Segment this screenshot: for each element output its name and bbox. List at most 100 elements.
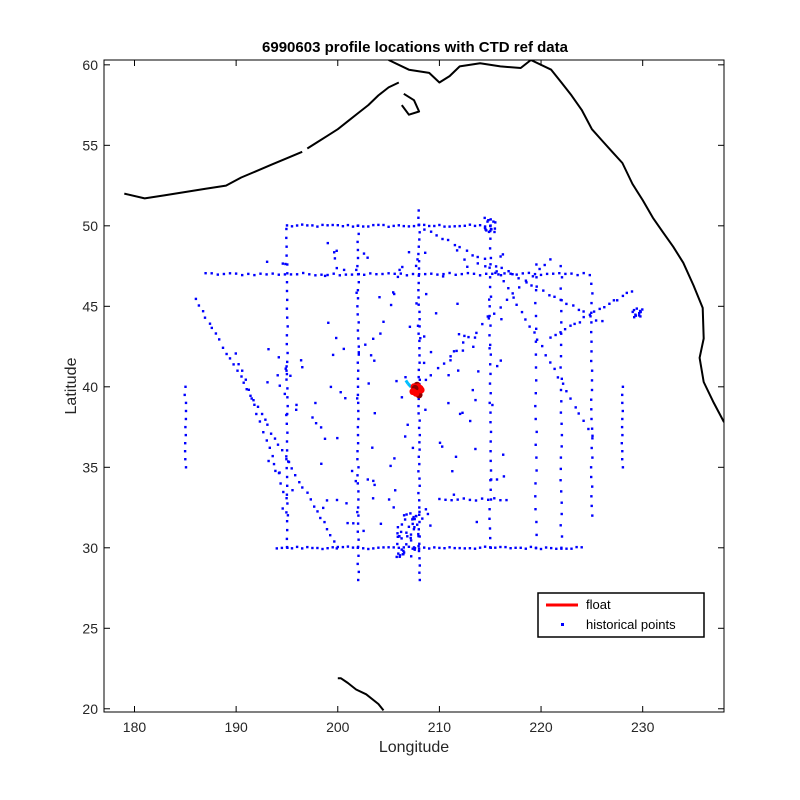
- historical-point: [569, 324, 572, 327]
- historical-point: [356, 248, 360, 252]
- historical-point: [475, 331, 478, 335]
- coastline-north_america: [388, 60, 724, 423]
- historical-point: [603, 306, 606, 309]
- historical-point: [184, 433, 187, 437]
- historical-point: [465, 249, 469, 252]
- historical-point: [417, 404, 420, 408]
- historical-point: [621, 393, 624, 397]
- historical-point: [393, 292, 396, 296]
- historical-point: [346, 545, 350, 548]
- x-axis: 180 190 200 210 220 230: [123, 60, 655, 735]
- historical-point: [483, 225, 487, 228]
- historical-point: [590, 504, 593, 508]
- historical-point: [338, 274, 341, 277]
- historical-point: [356, 450, 359, 453]
- x-tick-label: 190: [224, 719, 248, 735]
- historical-point: [535, 327, 538, 330]
- historical-point: [612, 299, 616, 302]
- historical-point: [372, 479, 375, 483]
- historical-point: [436, 273, 439, 276]
- historical-point: [559, 355, 563, 358]
- historical-point: [559, 343, 563, 347]
- historical-point: [534, 289, 538, 292]
- historical-point: [271, 454, 274, 458]
- historical-point: [444, 498, 447, 501]
- historical-point: [281, 262, 284, 265]
- historical-point: [414, 264, 418, 268]
- historical-point: [262, 431, 265, 434]
- historical-point: [485, 229, 488, 232]
- historical-point: [488, 247, 492, 250]
- historical-point: [478, 546, 482, 549]
- y-tick-label: 20: [82, 701, 98, 717]
- historical-point: [621, 294, 625, 298]
- historical-point: [286, 412, 289, 416]
- historical-point: [286, 546, 289, 549]
- historical-point: [454, 273, 457, 276]
- historical-point: [356, 377, 360, 380]
- historical-point: [489, 343, 492, 347]
- historical-point: [489, 392, 492, 395]
- historical-point: [356, 361, 359, 364]
- historical-point: [495, 270, 498, 273]
- historical-point: [281, 507, 284, 510]
- historical-point: [378, 296, 381, 299]
- historical-point: [197, 304, 201, 307]
- historical-point: [276, 443, 280, 446]
- historical-point: [284, 262, 287, 266]
- historical-point: [563, 328, 567, 331]
- historical-point: [357, 337, 360, 340]
- historical-point: [559, 479, 562, 482]
- historical-point: [489, 372, 492, 376]
- historical-point: [634, 313, 637, 316]
- historical-point: [356, 297, 360, 300]
- historical-point: [271, 272, 274, 275]
- historical-point: [333, 540, 336, 543]
- historical-point: [418, 484, 421, 487]
- historical-point: [452, 493, 456, 496]
- historical-point: [416, 258, 419, 261]
- historical-point: [424, 272, 427, 276]
- historical-point: [489, 295, 493, 298]
- historical-point: [509, 272, 512, 275]
- historical-point: [533, 272, 537, 276]
- legend-historical-swatch: [561, 623, 564, 626]
- historical-point: [316, 546, 319, 550]
- historical-point: [591, 434, 594, 437]
- historical-point: [408, 325, 412, 328]
- historical-point: [560, 445, 563, 448]
- historical-point: [415, 302, 418, 305]
- historical-point: [534, 495, 537, 498]
- historical-point: [478, 224, 482, 227]
- historical-point: [423, 228, 426, 231]
- historical-point: [203, 316, 207, 319]
- historical-point: [184, 409, 188, 413]
- historical-point: [240, 375, 243, 378]
- historical-point: [559, 411, 563, 414]
- historical-point: [417, 303, 420, 306]
- historical-point: [249, 394, 252, 397]
- y-axis: 20 25 30 35 40 45 50 55 60: [82, 57, 724, 717]
- historical-point: [590, 398, 593, 401]
- historical-point: [286, 404, 289, 408]
- historical-point: [499, 306, 502, 309]
- historical-point: [285, 254, 288, 257]
- legend-float-label: float: [586, 597, 611, 612]
- historical-point: [553, 367, 556, 371]
- historical-point: [286, 360, 289, 364]
- historical-point: [487, 317, 490, 320]
- historical-point: [289, 273, 293, 276]
- historical-point: [418, 441, 421, 444]
- historical-point: [329, 385, 333, 389]
- historical-point: [362, 252, 366, 255]
- historical-point: [441, 237, 444, 241]
- historical-point: [494, 271, 497, 275]
- historical-point: [201, 310, 205, 313]
- historical-point: [423, 223, 426, 227]
- historical-point: [184, 385, 187, 388]
- historical-point: [476, 262, 479, 265]
- historical-point: [590, 321, 593, 324]
- historical-point: [515, 273, 518, 276]
- historical-point: [417, 332, 420, 335]
- historical-point: [298, 481, 301, 484]
